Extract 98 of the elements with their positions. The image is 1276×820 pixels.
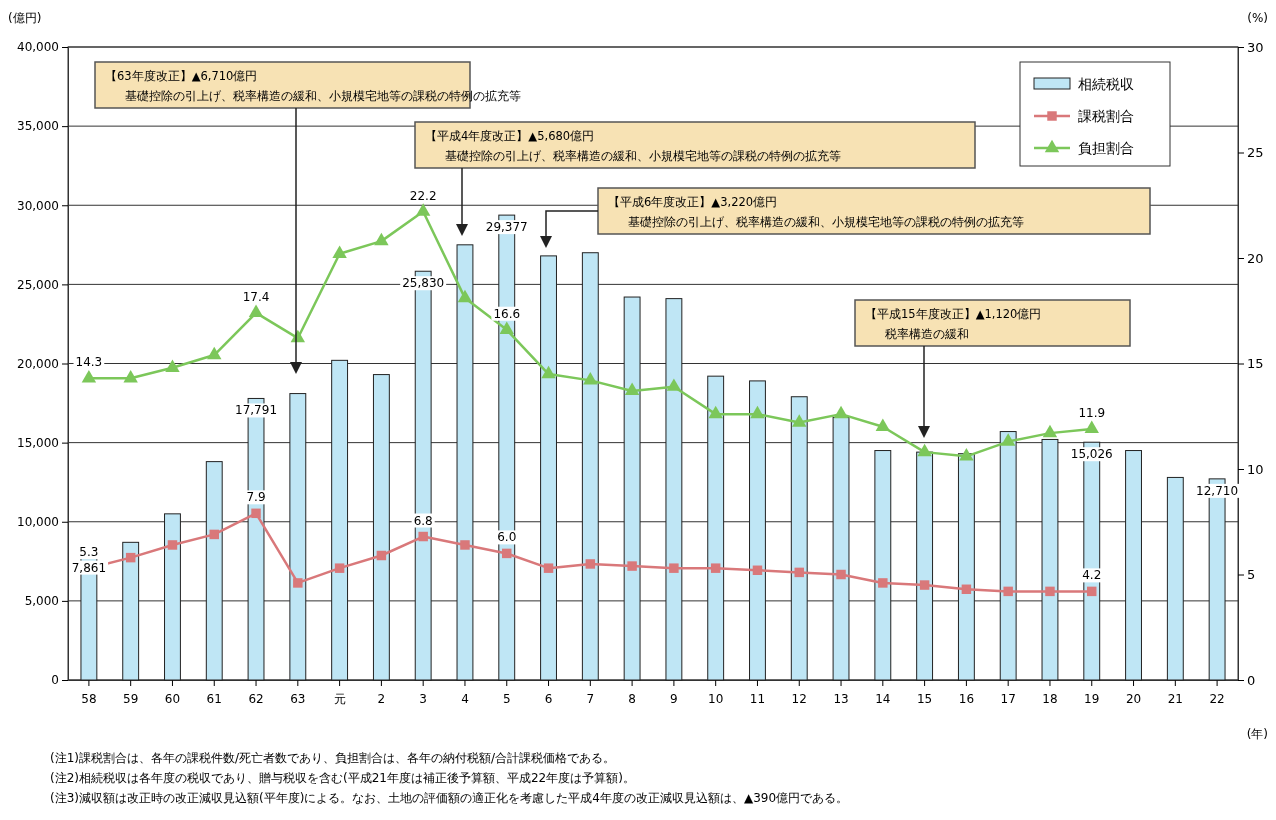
bar	[1125, 450, 1142, 681]
annotation: 税率構造の緩和	[885, 327, 969, 341]
x-tick-label: 3	[419, 692, 427, 707]
y-tick-label: 0	[51, 673, 59, 688]
x-tick-label: 60	[164, 692, 181, 707]
y-tick-label: 40,000	[17, 40, 59, 55]
annotation: 基礎控除の引上げ、税率構造の緩和、小規模宅地等の課税の特例の拡充等	[125, 89, 521, 103]
x-tick-label: 7	[586, 692, 595, 707]
y-tick-label: 35,000	[17, 119, 59, 134]
y2-tick-label: 10	[1247, 461, 1264, 477]
y2-tick-label: 5	[1247, 567, 1256, 583]
data-label: 16.6	[493, 306, 521, 321]
y-tick-label: 20,000	[17, 356, 59, 371]
bar	[581, 252, 599, 681]
bar	[1166, 476, 1184, 681]
x-tick-label: 21	[1167, 692, 1183, 707]
x-tick-label: 16	[958, 692, 975, 707]
bar	[372, 374, 390, 681]
x-tick-label: 20	[1125, 692, 1142, 707]
legend-label: 相続税収	[1078, 76, 1134, 92]
bar	[205, 461, 223, 681]
bar	[456, 244, 474, 681]
annotation: 【平成4年度改正】▲5,680億円	[425, 129, 595, 143]
x-tick-label: 17	[1000, 692, 1016, 707]
bar	[832, 416, 850, 681]
y2-tick-label: 20	[1247, 250, 1264, 266]
x-tick-label: 58	[81, 692, 97, 707]
data-label: 15,026	[1070, 447, 1113, 462]
data-label: 12,710	[1196, 483, 1239, 498]
x-tick-label: 8	[628, 692, 636, 707]
bar	[916, 451, 934, 681]
x-tick-label: 13	[833, 692, 849, 707]
annotation: 【63年度改正】▲6,710億円	[105, 69, 258, 83]
data-label: 11.9	[1078, 405, 1106, 420]
data-label: 22.2	[409, 188, 437, 203]
bar	[623, 296, 641, 681]
bar	[665, 298, 683, 681]
x-tick-label: 19	[1084, 692, 1100, 707]
bar	[540, 255, 557, 681]
bar	[957, 453, 975, 681]
x-tick-label: 22	[1209, 692, 1225, 707]
legend-label: 課税割合	[1078, 108, 1134, 124]
x-tick-label: 18	[1042, 692, 1058, 707]
y2-tick-label: 30	[1247, 39, 1264, 55]
x-tick-label: 10	[708, 692, 724, 707]
data-label: 6.0	[497, 530, 517, 545]
x-tick-label: 59	[123, 692, 139, 707]
legend-label: 負担割合	[1078, 140, 1134, 156]
y-tick-label: 25,000	[17, 277, 59, 292]
data-label: 17,791	[235, 403, 278, 418]
y2-tick-label: 15	[1247, 356, 1264, 372]
x-tick-label: 14	[875, 692, 891, 707]
bar	[331, 359, 349, 681]
annotation: 【平成6年度改正】▲3,220億円	[608, 195, 778, 209]
x-tick-label: 61	[206, 692, 222, 707]
x-tick-label: 15	[916, 692, 933, 707]
y-tick-label: 5,000	[24, 594, 59, 609]
bar	[874, 450, 892, 681]
bar	[164, 513, 181, 681]
data-label: 6.8	[413, 513, 433, 528]
x-tick-label: 5	[502, 692, 511, 707]
y2-axis-title: (%)	[1247, 11, 1268, 25]
data-label: 29,377	[485, 220, 528, 235]
data-label: 14.3	[75, 355, 103, 370]
x-tick-label: 9	[670, 692, 678, 707]
data-label: 4.2	[1082, 568, 1102, 583]
x-tick-label: 元	[333, 692, 346, 707]
text: (注3)減収額は改正時の改正減収見込額(平年度)による。なお、土地の評価額の適正化を考慮した平成4年度の改正減収見込額は、▲390億円である。	[50, 791, 849, 805]
annotation: 基礎控除の引上げ、税率構造の緩和、小規模宅地等の課税の特例の拡充等	[628, 215, 1024, 229]
bar	[999, 431, 1017, 681]
y-tick-label: 15,000	[17, 435, 59, 450]
data-label: 17.4	[242, 289, 270, 304]
x-tick-label: 4	[461, 692, 469, 707]
x-tick-label: 62	[248, 692, 264, 707]
x-tick-label: 6	[544, 692, 553, 707]
text: (注1)課税割合は、各年の課税件数/死亡者数であり、負担割合は、各年の納付税額/合計課税価格である。	[50, 751, 616, 765]
bar	[122, 541, 140, 681]
x-tick-label: 2	[377, 692, 386, 707]
x-tick-label: 11	[749, 692, 766, 707]
x-tick-label: 12	[791, 692, 807, 707]
data-label: 7.9	[246, 490, 266, 505]
y-axis-title: (億円)	[8, 11, 42, 25]
y-tick-label: 10,000	[17, 515, 59, 530]
x-axis-title: (年)	[1246, 727, 1268, 741]
bar	[289, 393, 307, 681]
bar	[790, 396, 808, 681]
y2-tick-label: 0	[1247, 672, 1256, 688]
text: (注2)相続税収は各年度の税収であり、贈与税収を含む(平成21年度は補正後予算額、平成22年度は予算額)。	[50, 771, 635, 785]
bar	[749, 380, 766, 681]
annotation: 【平成15年度改正】▲1,120億円	[865, 307, 1042, 321]
bar	[707, 375, 725, 681]
annotation: 基礎控除の引上げ、税率構造の緩和、小規模宅地等の課税の特例の拡充等	[445, 149, 841, 163]
data-label: 25,830	[402, 276, 445, 291]
y2-tick-label: 25	[1247, 145, 1264, 161]
x-tick-label: 63	[290, 692, 306, 707]
y-tick-label: 30,000	[17, 198, 59, 213]
data-label: 5.3	[79, 545, 99, 560]
bar	[1041, 438, 1059, 681]
